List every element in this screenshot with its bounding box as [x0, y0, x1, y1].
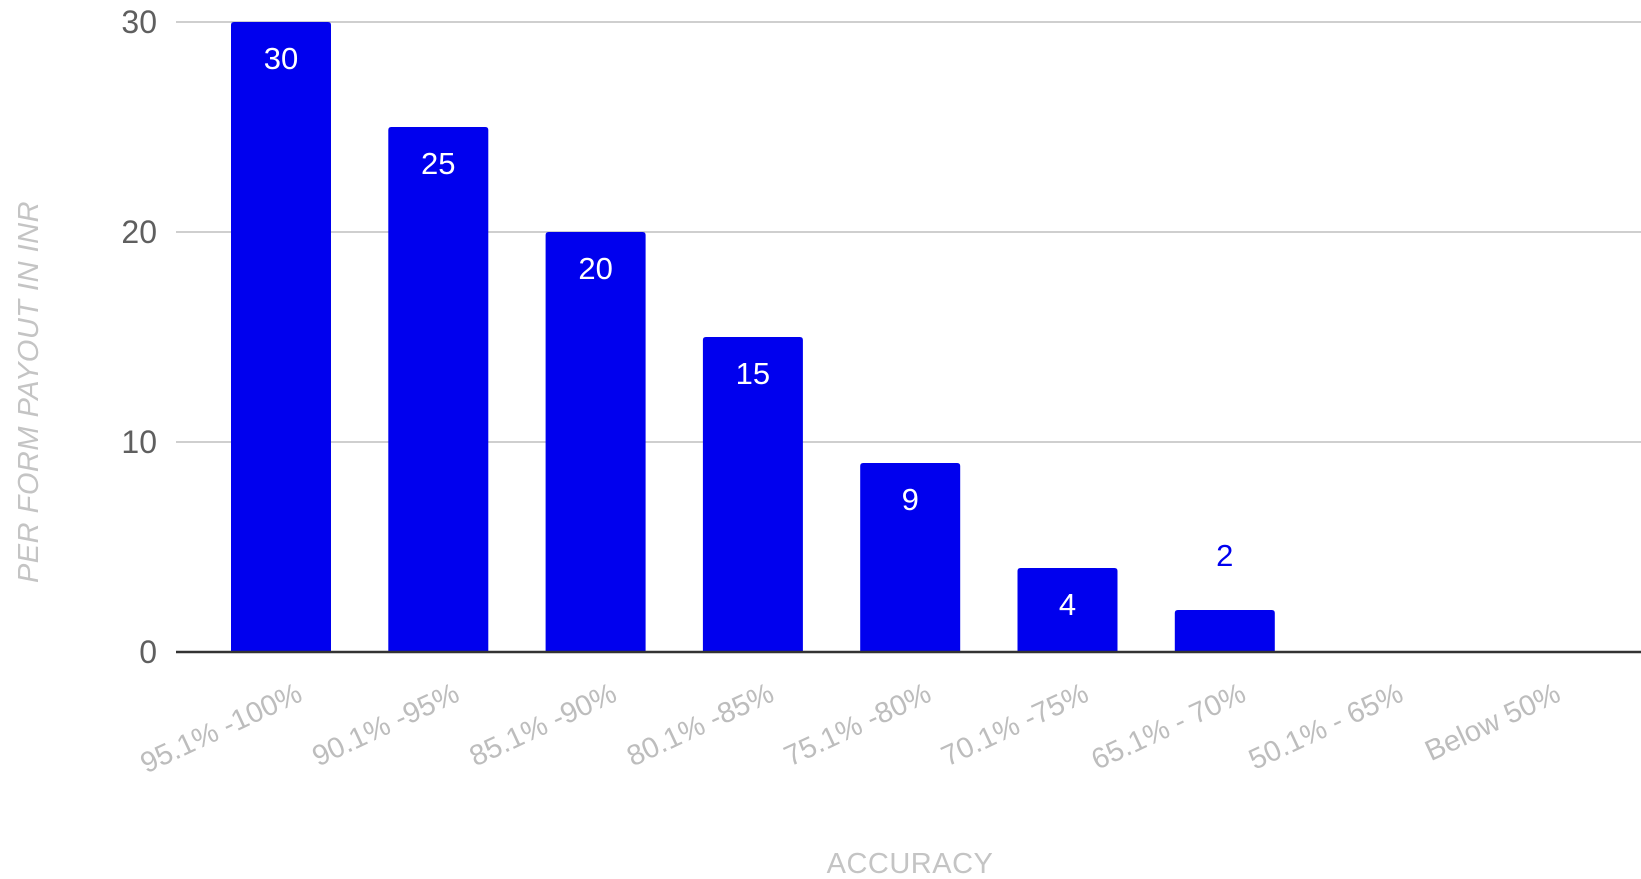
y-axis-ticks: 0 10 20 30 [121, 4, 157, 670]
data-label: 20 [578, 251, 612, 286]
x-tick-label: 70.1% -75% [937, 677, 1094, 773]
bar [231, 22, 331, 652]
bar [388, 127, 489, 652]
x-axis-ticks: 95.1% -100% 90.1% -95% 85.1% -90% 80.1% -85… [136, 677, 1566, 780]
data-label: 25 [421, 146, 455, 181]
y-tick-label: 20 [121, 214, 157, 250]
y-tick-label: 10 [121, 424, 157, 460]
x-tick-label: 75.1% -80% [779, 677, 936, 773]
data-label: 15 [736, 356, 770, 391]
bar [545, 232, 646, 652]
bar [1017, 568, 1118, 652]
data-labels: 30 25 20 15 9 4 2 [264, 41, 1234, 622]
y-axis-title: PER FORM PAYOUT IN INR [13, 201, 45, 583]
y-tick-label: 30 [121, 4, 157, 40]
x-tick-label: 90.1% -95% [308, 677, 465, 773]
data-label: 30 [264, 41, 298, 76]
bars [231, 22, 1275, 652]
bar [1174, 610, 1275, 652]
x-tick-label: 85.1% -90% [465, 677, 622, 773]
x-tick-label: 50.1% - 65% [1244, 677, 1408, 776]
data-label: 4 [1059, 587, 1076, 622]
data-label: 9 [902, 482, 919, 517]
x-tick-label: 80.1% -85% [622, 677, 779, 773]
bar [702, 337, 803, 652]
x-axis-title: ACCURACY [827, 848, 994, 879]
x-tick-label: 95.1% -100% [136, 677, 307, 780]
bar [860, 463, 961, 652]
data-label: 2 [1216, 538, 1233, 573]
x-tick-label: Below 50% [1420, 677, 1565, 767]
y-tick-label: 0 [139, 634, 157, 670]
x-tick-label: 65.1% - 70% [1087, 677, 1251, 776]
